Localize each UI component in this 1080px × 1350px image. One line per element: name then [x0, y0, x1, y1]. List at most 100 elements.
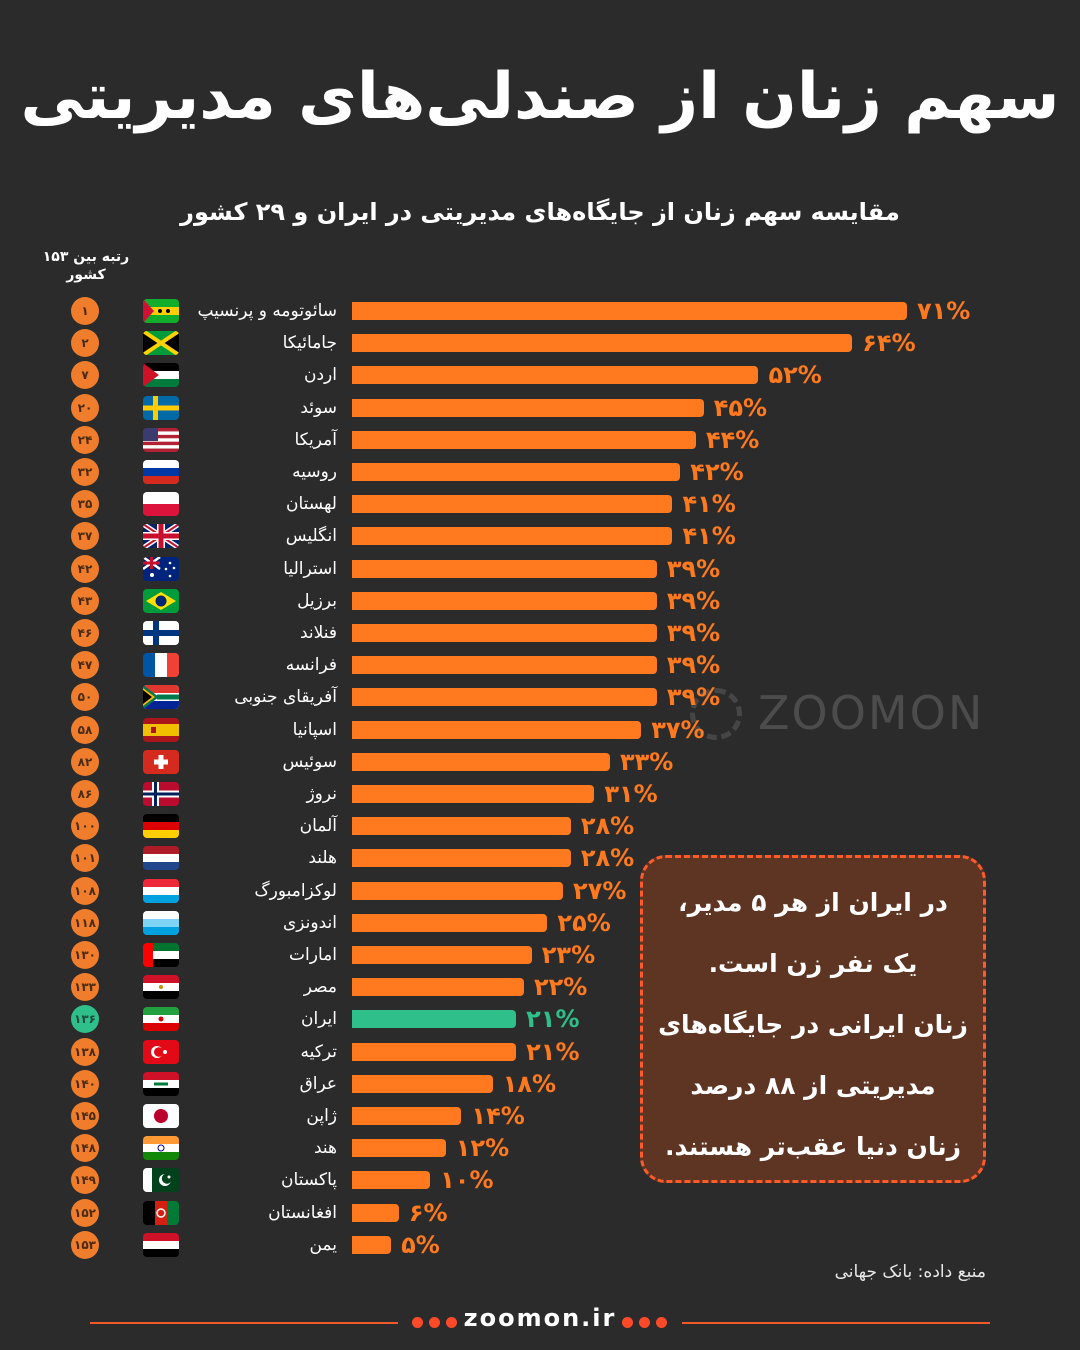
bar	[352, 398, 704, 417]
sweden-flag-icon	[143, 395, 179, 420]
bar	[352, 817, 571, 836]
chart-subtitle: مقایسه سهم زنان از جایگاه‌های مدیریتی در…	[180, 198, 900, 226]
footer-dot	[446, 1317, 457, 1328]
callout-box: در ایران از هر ۵ مدیر، یک نفر زن است. زن…	[640, 855, 986, 1183]
turkey-flag-icon	[143, 1039, 179, 1064]
rank-badge: ۱۴۰	[71, 1069, 99, 1098]
value-label: ۴۴%	[705, 425, 760, 454]
value-label: ۴۵%	[713, 393, 768, 422]
bar	[352, 1171, 431, 1190]
bar	[352, 463, 681, 481]
country-label: برزیل	[297, 590, 337, 611]
value-label: ۳۹%	[666, 619, 721, 647]
country-label: اندونزی	[282, 912, 337, 933]
callout-line: یک نفر زن است.	[708, 949, 918, 978]
rank-badge: ۱۴۸	[71, 1134, 99, 1163]
country-label: هلند	[308, 848, 337, 869]
bar	[352, 849, 571, 868]
country-label: امارات	[289, 945, 337, 965]
rank-badge: ۳۲	[71, 458, 99, 486]
country-label: مصر	[303, 977, 337, 998]
chart-row: ۵۸ اسپانیا ۳۷%	[0, 714, 1080, 746]
rank-badge: ۱۰۸	[71, 876, 99, 905]
chart-row: ۱۱۸ اندونزی ۲۵%	[0, 907, 1080, 939]
chart-row: ۳۷ انگلیس ۴۱%	[0, 520, 1080, 552]
value-label: ۲۸%	[580, 812, 635, 841]
rank-badge: ۱	[71, 297, 99, 325]
afghanistan-flag-icon	[143, 1200, 179, 1225]
bar	[352, 1203, 399, 1222]
value-label: ۳۹%	[666, 683, 721, 712]
footer-dot	[412, 1317, 423, 1328]
bar	[352, 1139, 446, 1158]
bar	[352, 946, 532, 964]
rank-column-header: رتبه بین ۱۵۳ کشور	[30, 248, 142, 284]
egypt-flag-icon	[143, 975, 179, 1000]
bar	[352, 527, 673, 546]
chart-row: ۱۵۲ افغانستان ۶%	[0, 1197, 1080, 1229]
country-label: آلمان	[299, 816, 337, 837]
rank-badge: ۴۷	[71, 651, 99, 680]
chart-row: ۴۳ برزیل ۳۹%	[0, 585, 1080, 617]
rank-badge: ۵۰	[71, 683, 99, 712]
bar	[352, 624, 657, 642]
rank-header-line-2: کشور	[66, 267, 106, 283]
australia-flag-icon	[143, 556, 179, 581]
chart-row: ۱۵۳ یمن ۵%	[0, 1229, 1080, 1261]
rank-badge: ۱۳۶	[71, 1005, 99, 1034]
chart-row: ۳۵ لهستان ۴۱%	[0, 488, 1080, 520]
poland-flag-icon	[143, 492, 179, 517]
chart-row: ۱۳۳ مصر ۲۲%	[0, 971, 1080, 1003]
country-label: نروژ	[306, 784, 337, 804]
country-label: فنلاند	[299, 623, 337, 643]
bar	[352, 752, 610, 771]
value-label: ۶۴%	[862, 329, 916, 358]
chart-row: ۷ اردن ۵۲%	[0, 359, 1080, 391]
rank-badge: ۳۷	[71, 522, 99, 551]
footer-dot	[622, 1317, 633, 1328]
bar	[352, 881, 564, 900]
bar	[352, 591, 657, 610]
value-label: ۳۹%	[666, 586, 721, 615]
chart-row: ۲ جامائیکا ۶۴%	[0, 327, 1080, 359]
rank-badge: ۱۱۸	[71, 908, 99, 937]
sao-tome-flag-icon	[143, 299, 179, 323]
footer-divider-right	[682, 1322, 990, 1324]
chart-row: ۱۴۸ هند ۱۲%	[0, 1132, 1080, 1164]
uk-flag-icon	[143, 524, 179, 549]
zoomon-logo-icon	[690, 688, 742, 740]
country-label: انگلیس	[285, 526, 337, 547]
callout-line: در ایران از هر ۵ مدیر،	[678, 888, 948, 917]
rank-badge: ۱۴۹	[71, 1166, 99, 1195]
norway-flag-icon	[143, 782, 179, 806]
country-label: افغانستان	[268, 1202, 337, 1223]
rank-badge: ۱۰۱	[71, 844, 99, 873]
jamaica-flag-icon	[143, 331, 179, 356]
chart-row: ۱۴۹ پاکستان ۱۰%	[0, 1164, 1080, 1196]
chart-row: ۱۳۶ ایران ۲۱%	[0, 1003, 1080, 1035]
country-label: اسپانیا	[292, 719, 337, 740]
jordan-flag-icon	[143, 363, 179, 388]
bar	[352, 720, 642, 739]
bar	[352, 785, 595, 803]
chart-row: ۱ سائوتومه و پرنسیپ ۷۱%	[0, 295, 1080, 327]
iraq-flag-icon	[143, 1071, 179, 1096]
country-label: جامائیکا	[282, 333, 337, 354]
callout-line: مدیریتی از ۸۸ درصد	[690, 1071, 936, 1100]
country-label: سوئد	[300, 397, 337, 418]
chart-row: ۴۷ فرانسه ۳۹%	[0, 649, 1080, 681]
pakistan-flag-icon	[143, 1168, 179, 1193]
bar	[352, 559, 657, 578]
rank-badge: ۳۵	[71, 490, 99, 519]
footer-website: zoomon.ir	[463, 1304, 617, 1332]
uae-flag-icon	[143, 943, 179, 967]
country-label: ژاپن	[306, 1106, 337, 1126]
bar	[352, 1074, 493, 1093]
usa-flag-icon	[143, 427, 179, 452]
iran-flag-icon	[143, 1007, 179, 1032]
rank-badge: ۲	[71, 329, 99, 358]
rank-badge: ۱۵۲	[71, 1198, 99, 1227]
value-label: ۴۱%	[682, 490, 736, 519]
bar	[352, 334, 853, 353]
